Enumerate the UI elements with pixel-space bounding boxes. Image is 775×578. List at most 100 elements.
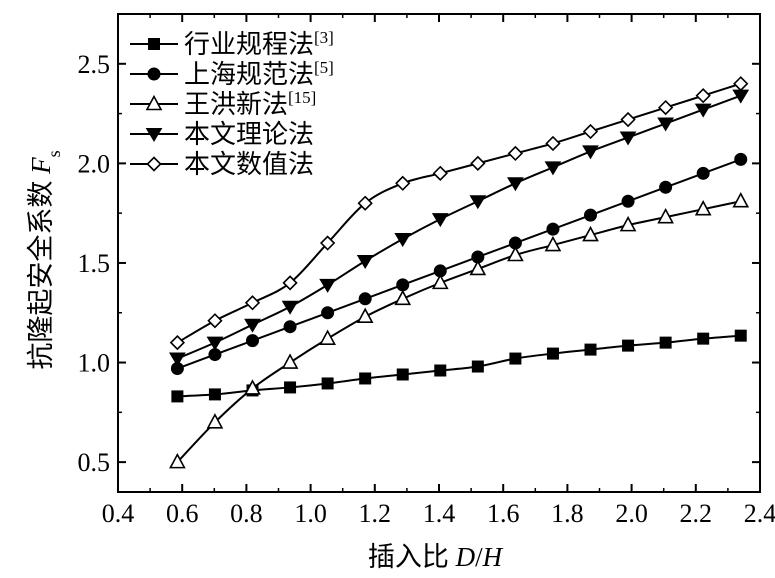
series-3-point (469, 259, 487, 276)
legend-label: 行业规程法[3] (184, 28, 334, 59)
series-3-point (619, 215, 637, 232)
series-1-point (584, 343, 597, 356)
series-3-point (281, 353, 299, 369)
x-axis-title: 插入比 D/H (368, 542, 504, 572)
legend-label-text: 上海规范法 (184, 60, 314, 89)
legend-item-5: 本文数值法 (130, 150, 314, 179)
series-1-point (396, 368, 409, 381)
series-2 (170, 152, 748, 376)
legend-label: 本文理论法 (184, 120, 314, 149)
series-3-point (319, 329, 336, 345)
series-2-point (245, 334, 259, 348)
y-axis-title-sub: s (44, 150, 64, 157)
series-1-point (734, 329, 747, 342)
legend-label: 本文数值法 (184, 150, 314, 179)
series-2-point (659, 180, 673, 194)
series-4-point (732, 89, 750, 104)
y-tick-label: 1.5 (78, 249, 111, 278)
legend-label-ref: [15] (288, 88, 316, 107)
series-4-point (619, 131, 637, 146)
series-5-point (507, 145, 524, 162)
x-tick-label: 1.0 (294, 499, 327, 528)
series-3-point (507, 245, 524, 262)
x-tick-label: 2.2 (680, 499, 713, 528)
series-3-point (694, 199, 712, 216)
series-4-point (507, 177, 524, 192)
series-5-point (395, 175, 411, 191)
series-4-point (657, 117, 675, 132)
x-tick-label: 0.8 (230, 499, 263, 528)
x-tick-label: 2.4 (744, 499, 775, 528)
y-tick-label: 2.5 (78, 50, 111, 79)
y-tick-label: 0.5 (78, 448, 111, 477)
series-2-point (734, 152, 748, 166)
y-axis-title-prefix: 抗隆起安全系数 (26, 174, 56, 370)
series-5-point (545, 135, 561, 152)
y-tick-label: 1.0 (78, 349, 111, 378)
legend-item-4: 本文理论法 (130, 120, 314, 149)
series-3-line (176, 200, 741, 463)
x-axis-title-var-d: D (455, 542, 476, 572)
legend-item-3: 王洪新法[15] (130, 88, 316, 119)
series-3-point (431, 273, 449, 290)
series-layer (169, 76, 750, 469)
legend-label-text: 本文数值法 (184, 150, 314, 179)
series-4-point (206, 336, 224, 351)
series-3-point (356, 307, 374, 324)
legend-label-text: 本文理论法 (184, 120, 314, 149)
series-1-line (177, 334, 741, 398)
series-4-point (582, 145, 599, 160)
legend-marker (147, 67, 161, 81)
series-5-point (582, 123, 599, 140)
series-3-point (394, 289, 412, 306)
series-5-point (244, 295, 261, 311)
legend-label: 上海规范法[5] (184, 58, 334, 89)
series-3-point (244, 379, 261, 395)
series-2-point (396, 278, 410, 292)
series-2-point (696, 166, 710, 180)
legend-label-ref: [5] (314, 58, 334, 77)
series-2-point (584, 208, 598, 222)
series-5-point (169, 334, 186, 351)
series-2-point (358, 292, 372, 306)
series-4-point (281, 300, 299, 315)
series-5-point (282, 275, 298, 291)
legend-label-text: 行业规程法 (184, 30, 314, 59)
series-5-line (176, 82, 742, 344)
series-5-point (695, 88, 711, 104)
series-5 (169, 76, 749, 351)
legend-item-1: 行业规程法[3] (130, 28, 334, 59)
legend-marker (145, 94, 163, 111)
legend-marker (146, 156, 162, 172)
series-1-point (208, 388, 221, 401)
x-axis-title-var-h: H (482, 542, 504, 572)
series-5-point (620, 111, 636, 128)
x-tick-label: 1.2 (359, 499, 392, 528)
series-5-point (470, 155, 486, 172)
legend-label-ref: [3] (314, 28, 334, 47)
series-1-point (659, 336, 672, 349)
legend-label: 王洪新法[15] (184, 88, 316, 119)
series-1 (171, 329, 747, 403)
x-tick-label: 0.4 (102, 499, 135, 528)
series-2-point (321, 306, 335, 320)
series-1-point (546, 347, 559, 360)
x-tick-label: 0.6 (166, 499, 199, 528)
series-4-point (356, 254, 374, 269)
series-1-point (284, 381, 297, 394)
x-tick-label: 1.4 (423, 499, 456, 528)
series-3-point (582, 225, 599, 242)
series-5-point (207, 313, 223, 329)
series-1-point (359, 372, 372, 385)
series-2-point (283, 320, 297, 334)
y-axis-title-var: F (26, 157, 56, 175)
series-4-point (544, 161, 562, 176)
legend-item-2: 上海规范法[5] (130, 58, 334, 89)
series-2-line (177, 158, 742, 370)
series-4-point (394, 233, 412, 248)
series-5-point (432, 165, 448, 181)
series-4-point (431, 213, 449, 228)
series-1-point (434, 364, 447, 377)
